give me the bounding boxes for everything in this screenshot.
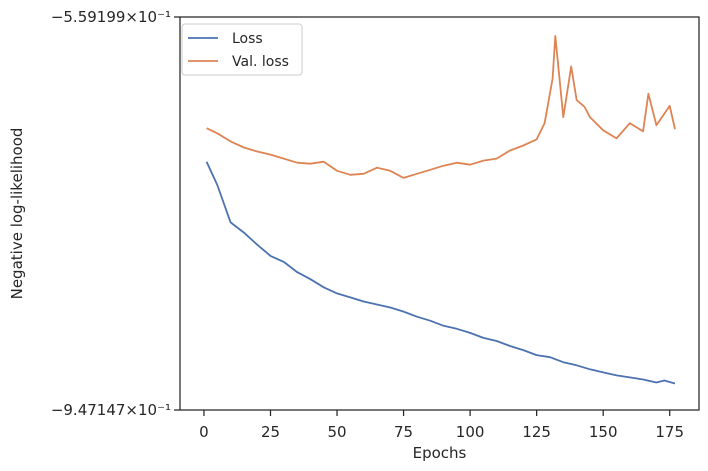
y-tick-label: −5.59199×10⁻¹ — [51, 8, 171, 26]
x-axis: 0 25 50 75 100 125 150 175 — [199, 410, 684, 441]
legend-box — [181, 23, 303, 76]
x-axis-label: Epochs — [413, 444, 467, 462]
y-axis-label: Negative log-likelihood — [8, 128, 26, 300]
plot-area — [180, 17, 699, 410]
series-line-val-loss — [206, 35, 676, 179]
legend: Loss Val. loss — [181, 23, 303, 76]
x-tick-label: 100 — [456, 423, 485, 441]
y-axis: −5.59199×10⁻¹ −9.47147×10⁻¹ — [51, 8, 180, 419]
x-tick-label: 0 — [199, 423, 209, 441]
y-tick-label: −9.47147×10⁻¹ — [51, 401, 171, 419]
series-line-loss — [205, 161, 676, 385]
series-layer — [205, 35, 676, 385]
legend-label-val-loss: Val. loss — [232, 54, 289, 70]
x-tick-label: 25 — [261, 423, 280, 441]
x-tick-label: 75 — [394, 423, 413, 441]
x-tick-label: 175 — [655, 423, 684, 441]
x-tick-label: 50 — [327, 423, 346, 441]
x-tick-label: 150 — [589, 423, 618, 441]
x-tick-label: 125 — [522, 423, 551, 441]
legend-label-loss: Loss — [232, 31, 263, 47]
plot-frame — [179, 16, 700, 411]
